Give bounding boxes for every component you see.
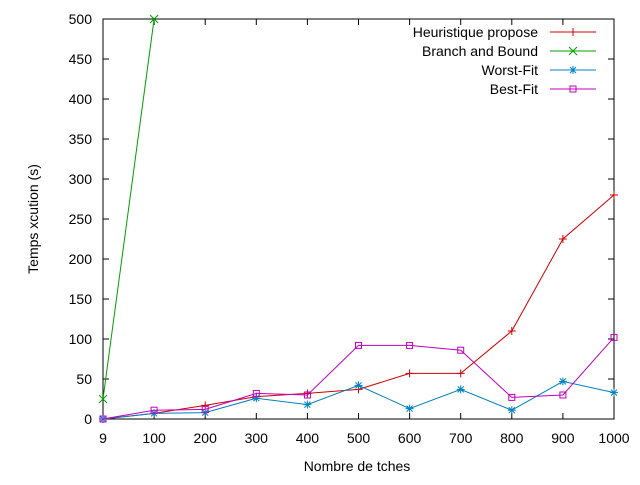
data-point — [456, 385, 465, 394]
y-tick-label: 50 — [76, 371, 92, 387]
marker-square — [569, 85, 577, 93]
x-tick-label: 9 — [99, 430, 107, 446]
x-tick-label: 700 — [449, 430, 473, 446]
data-point — [558, 377, 567, 386]
x-tick-label: 900 — [551, 430, 575, 446]
data-point — [303, 400, 312, 409]
legend-label: Heuristique propose — [413, 24, 539, 40]
data-point — [456, 369, 465, 378]
y-tick-label: 450 — [69, 51, 93, 67]
data-point — [558, 235, 567, 243]
data-point — [99, 415, 107, 423]
x-tick-label: 300 — [245, 430, 269, 446]
y-tick-label: 0 — [84, 411, 92, 427]
marker-stroke — [569, 66, 577, 74]
marker-square — [508, 393, 516, 401]
series-line — [102, 337, 615, 420]
x-tick-label: 600 — [398, 430, 422, 446]
marker-stroke — [559, 378, 567, 385]
y-tick-label: 250 — [69, 211, 93, 227]
marker-stroke — [304, 401, 311, 408]
x-tick-label: 1000 — [598, 430, 629, 446]
marker-stroke — [508, 406, 516, 414]
marker-square — [457, 346, 465, 354]
y-tick-label: 300 — [69, 171, 93, 187]
data-point — [610, 191, 618, 199]
data-point — [559, 391, 567, 399]
data-point — [508, 393, 516, 401]
marker-square — [201, 405, 209, 413]
marker-square — [610, 333, 618, 341]
legend-entry: Branch and Bound — [422, 43, 596, 59]
marker-square — [303, 391, 311, 399]
data-point — [252, 389, 260, 397]
data-point — [355, 341, 362, 349]
data-point — [201, 405, 209, 413]
y-tick-label: 400 — [69, 91, 93, 107]
marker-square — [99, 415, 107, 423]
x-tick-label: 800 — [500, 430, 524, 446]
marker-square — [406, 341, 414, 349]
legend-entry: Best-Fit — [490, 81, 596, 97]
marker-stroke — [406, 405, 413, 412]
x-tick-label: 500 — [347, 430, 371, 446]
x-tick-label: 200 — [194, 430, 218, 446]
data-point — [354, 381, 363, 390]
x-tick-label: 100 — [142, 430, 166, 446]
data-point — [610, 388, 618, 397]
data-point — [149, 14, 159, 24]
data-point — [405, 404, 414, 413]
marker-stroke — [457, 386, 465, 393]
data-point — [569, 66, 577, 74]
y-tick-label: 100 — [69, 331, 93, 347]
y-axis-label: Temps xcution (s) — [25, 164, 41, 274]
marker-square — [355, 341, 362, 349]
data-point — [457, 346, 465, 354]
legend: Heuristique propose Branch and Bound Worst… — [413, 24, 596, 97]
series-lines — [98, 14, 618, 423]
x-tick-label: 400 — [296, 430, 320, 446]
marker-stroke — [568, 46, 578, 56]
legend-entry: Heuristique propose — [413, 24, 596, 40]
legend-label: Branch and Bound — [422, 43, 538, 59]
plot-frame — [102, 18, 615, 420]
y-tick-label: 200 — [69, 251, 93, 267]
marker-stroke — [355, 382, 362, 389]
data-point — [568, 46, 578, 56]
series-branch-and-bound — [98, 14, 159, 404]
legend-entry: Worst-Fit — [481, 62, 596, 78]
data-point — [569, 85, 577, 93]
data-point — [610, 333, 618, 341]
marker-stroke — [610, 389, 618, 396]
marker-square — [150, 406, 158, 414]
data-point — [507, 327, 516, 335]
series-line — [102, 18, 155, 400]
data-point — [507, 406, 516, 415]
data-point — [406, 341, 414, 349]
data-point — [201, 401, 210, 410]
marker-stroke — [98, 394, 108, 404]
legend-label: Worst-Fit — [481, 62, 538, 78]
marker-square — [559, 391, 567, 399]
legend-label: Best-Fit — [490, 81, 538, 97]
y-tick-label: 350 — [69, 131, 93, 147]
marker-stroke — [149, 14, 159, 24]
data-point — [150, 406, 158, 414]
marker-square — [252, 389, 260, 397]
y-tick-label: 150 — [69, 291, 93, 307]
data-point — [569, 28, 577, 36]
data-point — [405, 369, 414, 378]
data-point — [303, 391, 311, 399]
x-axis-label: Nombre de tches — [304, 458, 411, 474]
y-tick-label: 500 — [69, 11, 93, 27]
series-best-fit — [99, 333, 618, 423]
data-point — [98, 394, 108, 404]
axes: 0 50 100 150 200 250 300 350 400 450 500 9 100 200 300… — [69, 11, 630, 446]
